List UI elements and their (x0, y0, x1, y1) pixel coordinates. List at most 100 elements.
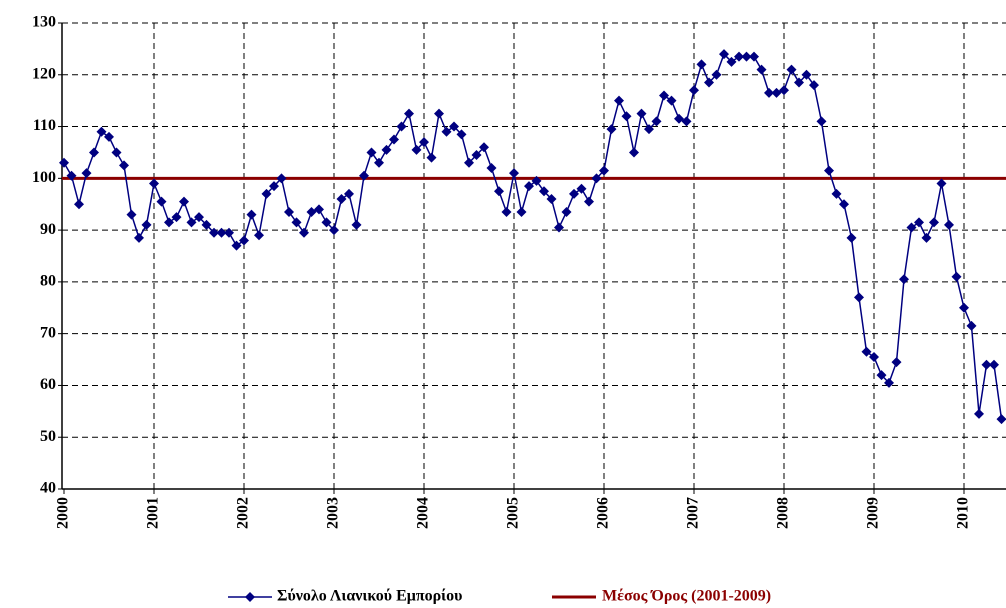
data-point (981, 359, 992, 370)
data-point (134, 232, 144, 243)
data-point (726, 56, 737, 67)
data-point (104, 131, 114, 142)
y-tick-label: 130 (32, 14, 56, 31)
data-point (59, 157, 69, 168)
data-point (674, 113, 684, 124)
y-tick-label: 120 (32, 65, 56, 82)
data-point (524, 181, 534, 192)
data-point (471, 150, 482, 161)
data-point (929, 217, 939, 228)
data-point (764, 87, 774, 98)
data-point (659, 90, 669, 101)
legend-label: Μέσος Όρος (2001-2009) (602, 588, 771, 605)
y-tick-label: 110 (33, 117, 56, 134)
data-point (846, 232, 857, 243)
legend-label: Σύνολο Λιανικού Εμπορίου (277, 588, 462, 605)
data-point (884, 377, 894, 388)
data-point (381, 144, 392, 155)
x-tick-label: 2000 (55, 497, 72, 529)
data-point (584, 196, 594, 207)
data-point (329, 225, 339, 236)
data-point (66, 170, 77, 181)
data-point (944, 219, 954, 230)
x-tick-label: 2004 (415, 497, 432, 529)
y-tick-label: 100 (32, 169, 56, 186)
data-point (404, 108, 414, 119)
data-point (914, 217, 924, 228)
x-tick-label: 2005 (505, 497, 522, 529)
data-point (606, 124, 617, 135)
data-point (464, 157, 474, 168)
data-point (284, 206, 294, 217)
data-point (411, 144, 422, 155)
data-point (111, 147, 122, 158)
data-point (809, 80, 819, 91)
data-point (291, 217, 302, 228)
y-tick-label: 60 (40, 376, 56, 393)
x-tick-label: 2002 (235, 497, 252, 529)
x-tick-label: 2008 (775, 497, 792, 529)
data-point (269, 181, 279, 192)
data-point (681, 116, 692, 127)
x-tick-label: 2009 (865, 497, 882, 529)
y-tick-label: 40 (40, 480, 56, 497)
data-point (696, 59, 707, 70)
data-point (456, 129, 467, 140)
data-point (539, 186, 549, 197)
data-point (126, 209, 137, 220)
x-tick-label: 2006 (595, 497, 612, 529)
data-point (749, 51, 759, 62)
data-point (839, 199, 849, 210)
data-point (314, 204, 324, 215)
data-point (636, 108, 647, 119)
data-point (651, 116, 662, 127)
data-point (74, 199, 84, 210)
data-point (306, 206, 317, 217)
data-point (689, 85, 699, 96)
data-point (494, 186, 504, 197)
data-point (614, 95, 624, 106)
data-point (824, 165, 834, 176)
data-point (719, 49, 729, 60)
data-point (419, 137, 429, 148)
data-point (336, 194, 347, 205)
series-line (63, 52, 1003, 420)
data-point (276, 173, 287, 184)
data-point (501, 206, 512, 217)
data-point (246, 209, 257, 220)
data-point (531, 175, 542, 186)
x-tick-label: 2001 (145, 497, 162, 529)
data-point (989, 359, 999, 370)
data-point (344, 188, 354, 199)
legend-marker (245, 592, 255, 602)
data-point (486, 162, 497, 173)
data-point (951, 271, 962, 282)
data-point (171, 212, 182, 223)
data-point (899, 274, 909, 285)
data-point (516, 206, 527, 217)
data-point (569, 188, 579, 199)
data-point (966, 320, 977, 331)
data-point (389, 134, 399, 145)
data-point (861, 346, 872, 357)
data-point (786, 64, 797, 75)
data-point (644, 124, 654, 135)
data-point (201, 219, 212, 230)
data-point (396, 121, 407, 132)
data-point (149, 178, 159, 189)
data-point (771, 87, 782, 98)
data-point (156, 196, 167, 207)
data-point (321, 217, 332, 228)
data-point (239, 235, 249, 246)
data-point (299, 227, 309, 238)
data-point (261, 188, 272, 199)
data-point (119, 160, 129, 171)
y-tick-label: 50 (40, 428, 56, 445)
data-point (194, 212, 204, 223)
data-point (591, 173, 602, 184)
data-point (921, 232, 932, 243)
y-tick-label: 80 (40, 273, 56, 290)
data-point (779, 85, 789, 96)
